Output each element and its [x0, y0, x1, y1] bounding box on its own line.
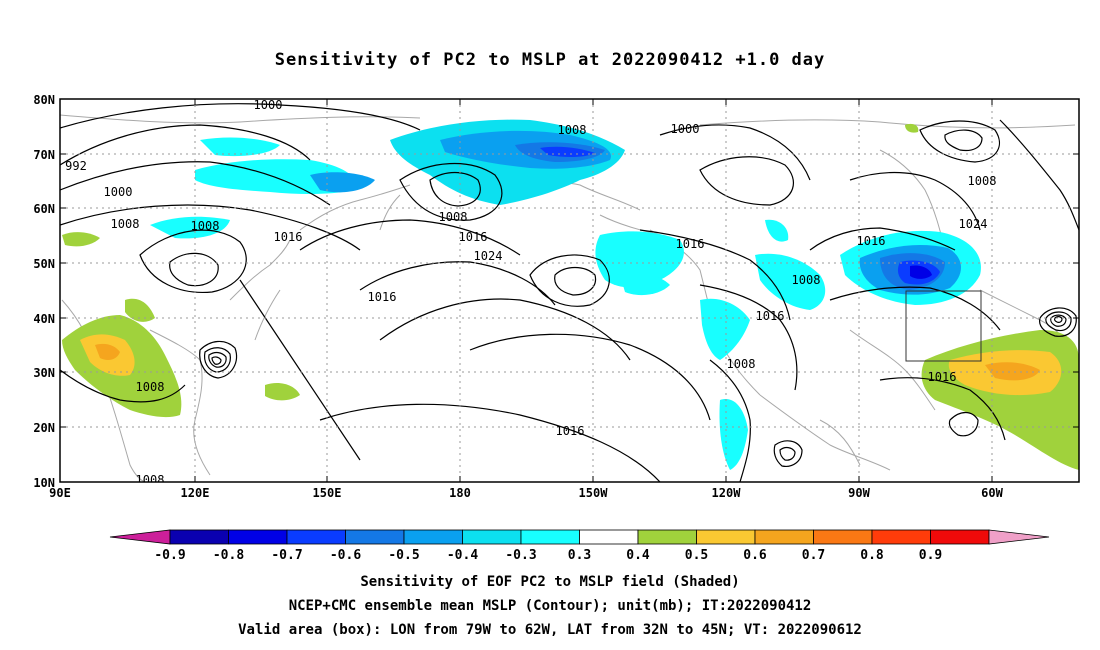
colorbar-tick-label: -0.4 [447, 548, 478, 563]
lat-label: 20N [33, 421, 55, 435]
caption-line-1: Sensitivity of EOF PC2 to MSLP field (Sh… [360, 574, 740, 590]
colorbar-right-arrow [988, 529, 1050, 545]
lon-label: 120W [712, 486, 742, 500]
contour-label: 1016 [459, 230, 488, 244]
mslp-contours [60, 103, 1079, 482]
lat-label: 60N [33, 202, 55, 216]
colorbar-tick-label: 0.7 [802, 548, 825, 563]
contour-label: 1016 [756, 309, 785, 323]
colorbar-segment [637, 529, 697, 545]
colorbar-segment [169, 529, 229, 545]
lat-label: 50N [33, 257, 55, 271]
contour-label: 1008 [136, 473, 165, 487]
longitude-labels: 90E 120E 150E 180 150W 120W 90W 60W [49, 486, 1003, 500]
lon-label: 150E [313, 486, 342, 500]
lon-label: 90W [848, 486, 870, 500]
valid-area-box [905, 290, 982, 362]
colorbar-tick-label: -0.5 [388, 548, 419, 563]
contour-label: 1008 [136, 380, 165, 394]
colorbar: -0.9 -0.8 -0.7 -0.6 -0.5 -0.4 -0.3 0.3 0.4 0.5 0.6… [109, 529, 1050, 563]
colorbar-tick-label: 0.6 [743, 548, 767, 563]
contour-label: 1024 [959, 217, 988, 231]
lat-label: 10N [33, 476, 55, 490]
contour-label: 1008 [439, 210, 468, 224]
latitude-labels: 80N 70N 60N 50N 40N 30N 20N 10N [33, 93, 55, 490]
colorbar-tick-label: -0.7 [271, 548, 302, 563]
lon-label: 120E [181, 486, 210, 500]
contour-label: 1016 [274, 230, 303, 244]
contour-label: 1008 [558, 123, 587, 137]
contour-label: 1024 [474, 249, 503, 263]
contour-label: 1016 [556, 424, 585, 438]
contour-label: 1000 [104, 185, 133, 199]
graticule [60, 99, 1079, 482]
colorbar-segment [813, 529, 873, 545]
tick-marks [60, 98, 1079, 483]
colorbar-tick-label: 0.9 [919, 548, 942, 563]
colorbar-segment [579, 529, 639, 545]
lon-label: 180 [449, 486, 471, 500]
colorbar-tick-label: -0.9 [154, 548, 185, 563]
contour-label: 992 [65, 159, 87, 173]
colorbar-segment [403, 529, 463, 545]
colorbar-tick-label: -0.3 [505, 548, 536, 563]
colorbar-tick-label: 0.4 [626, 548, 650, 563]
contour-label: 1000 [254, 98, 283, 112]
contour-label: 1008 [968, 174, 997, 188]
colorbar-segment [696, 529, 756, 545]
colorbar-left-arrow [109, 529, 171, 545]
contour-label: 1016 [928, 370, 957, 384]
lat-label: 80N [33, 93, 55, 107]
lat-label: 70N [33, 148, 55, 162]
contour-label: 1008 [191, 219, 220, 233]
contour-labels: 1000 992 1000 1008 1008 1016 1008 1008 1… [65, 98, 997, 487]
lon-label: 150W [579, 486, 609, 500]
lat-label: 30N [33, 366, 55, 380]
colorbar-segment [228, 529, 288, 545]
contour-label: 1008 [792, 273, 821, 287]
colorbar-tick-label: -0.8 [213, 548, 244, 563]
colorbar-segment [345, 529, 405, 545]
lon-label: 60W [981, 486, 1003, 500]
map-frame [59, 98, 1080, 483]
contour-label: 1016 [857, 234, 886, 248]
colorbar-segment [462, 529, 522, 545]
colorbar-segment [871, 529, 931, 545]
caption-line-3: Valid area (box): LON from 79W to 62W, L… [238, 622, 862, 638]
contour-label: 1008 [727, 357, 756, 371]
colorbar-tick-label: 0.3 [568, 548, 591, 563]
contour-label: 1016 [368, 290, 397, 304]
contour-label: 1008 [111, 217, 140, 231]
lat-label: 40N [33, 312, 55, 326]
shaded-sensitivity [62, 119, 1079, 470]
contour-label: 1000 [671, 122, 700, 136]
caption-line-2: NCEP+CMC ensemble mean MSLP (Contour); u… [288, 598, 812, 614]
colorbar-segment [754, 529, 814, 545]
coastlines [60, 114, 1076, 482]
colorbar-segment [930, 529, 990, 545]
colorbar-tick-label: 0.8 [860, 548, 884, 563]
contour-label: 1016 [676, 237, 705, 251]
lon-label: 90E [49, 486, 71, 500]
colorbar-segment [520, 529, 580, 545]
colorbar-tick-label: -0.6 [330, 548, 361, 563]
colorbar-tick-label: 0.5 [685, 548, 708, 563]
colorbar-segment [286, 529, 346, 545]
map-title: Sensitivity of PC2 to MSLP at 2022090412… [274, 50, 826, 70]
